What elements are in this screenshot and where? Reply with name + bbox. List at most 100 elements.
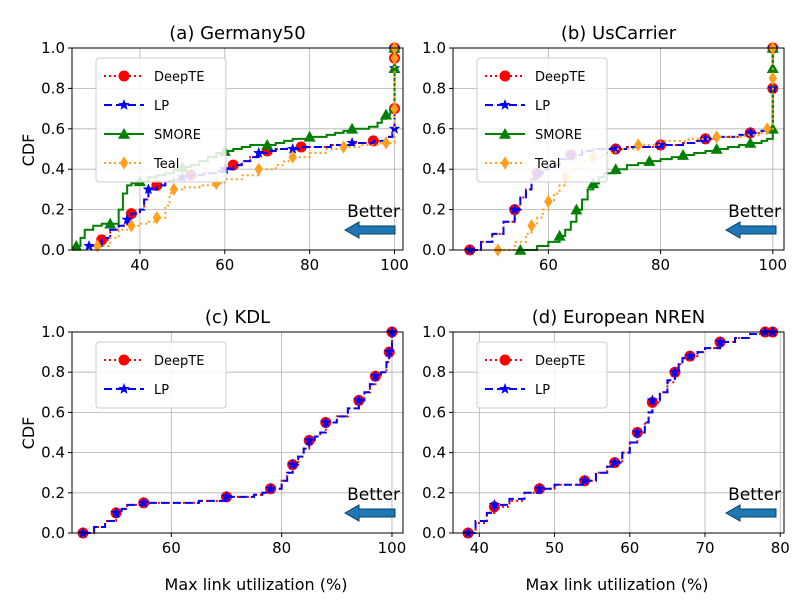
legend-box: [476, 57, 608, 183]
legend-marker-teal: [119, 156, 129, 170]
y-tick-label: 0.2: [41, 484, 65, 502]
x-tick-label: 40: [470, 539, 489, 557]
data-point-lp: [320, 416, 332, 428]
data-point-teal: [93, 239, 102, 253]
y-tick-label: 0.4: [41, 160, 65, 178]
axes-frame: [71, 47, 404, 251]
y-axis-label-top: CDF: [19, 134, 38, 167]
data-point-smore: [261, 138, 274, 150]
data-point-lp: [383, 346, 395, 357]
x-tick-label: 50: [545, 539, 564, 557]
series-line-smore: [76, 48, 396, 247]
series-line-lp: [83, 332, 393, 534]
y-tick-label: 0.8: [422, 79, 446, 97]
y-tick-label: 0.8: [422, 363, 446, 381]
data-point-lp: [388, 122, 401, 134]
legend-label-teal: Teal: [153, 157, 179, 172]
data-point-lp: [386, 326, 398, 337]
plot-area: [77, 326, 398, 539]
better-arrow-icon: [724, 221, 777, 239]
legend-box: [476, 341, 608, 409]
x-tick-label: 40: [130, 256, 149, 274]
legend-marker-lp: [118, 99, 130, 110]
data-point-teal: [762, 122, 772, 136]
better-arrow-icon: [343, 221, 396, 239]
legend-marker-lp: [499, 383, 511, 394]
data-point-lp: [767, 326, 779, 337]
data-point-lp: [77, 527, 89, 538]
data-point-smore: [380, 108, 393, 120]
data-point-teal: [390, 102, 399, 116]
legend-marker-deepte: [118, 354, 130, 366]
data-point-smore: [643, 155, 656, 166]
data-point-lp: [138, 496, 150, 508]
data-point-smore: [72, 239, 83, 251]
data-point-lp: [462, 527, 474, 538]
data-point-lp: [609, 456, 621, 468]
data-point-smore: [553, 229, 566, 241]
data-point-smore: [677, 149, 690, 160]
y-tick-label: 0.4: [422, 160, 446, 178]
legend-label-smore: SMORE: [154, 128, 201, 143]
data-point-lp: [744, 126, 756, 138]
legend-box: [95, 341, 227, 409]
x-tick-label: 60: [539, 256, 558, 274]
data-point-lp: [654, 139, 667, 150]
data-point-teal: [390, 51, 399, 65]
data-point-teal: [544, 194, 553, 209]
data-point-lp: [464, 244, 476, 255]
axes-frame: [71, 331, 404, 534]
data-point-lp: [346, 136, 358, 148]
legend-label-teal: Teal: [534, 157, 560, 172]
y-axis-label-bottom: CDF: [19, 417, 38, 450]
legend-label-deepte: DeepTE: [535, 354, 585, 369]
better-arrow-icon: [724, 504, 777, 522]
data-point-smore: [104, 217, 117, 229]
data-point-smore: [303, 130, 316, 142]
axes-frame: [452, 47, 785, 251]
legend-label-lp: LP: [535, 383, 550, 398]
x-tick-label: 60: [620, 539, 639, 557]
chart-panel-3: (c) KDL 60 80 100 0.0 0.2 0.4 0.6 0.8 1.0 DeepTE LP…: [41, 307, 406, 557]
chart-title: (b) UsCarrier: [561, 23, 677, 44]
y-tick-label: 0.6: [422, 120, 446, 138]
better-annotation: Better: [347, 202, 400, 222]
x-tick-label: 80: [300, 256, 319, 274]
y-tick-label: 0.2: [422, 201, 446, 219]
y-tick-label: 0.6: [41, 120, 65, 138]
data-point-smore: [587, 177, 600, 189]
x-tick-label: 100: [758, 256, 787, 274]
legend-label-deepte: DeepTE: [535, 70, 585, 85]
legend-marker-teal: [500, 156, 510, 170]
data-point-deepte: [151, 179, 163, 191]
data-point-lp: [110, 506, 122, 518]
legend-marker-smore: [499, 128, 511, 139]
y-tick-label: 0.8: [41, 79, 65, 97]
data-point-smore: [744, 136, 757, 148]
data-point-smore: [710, 143, 723, 154]
y-tick-label: 0.4: [41, 444, 65, 462]
data-point-lp: [646, 394, 659, 406]
data-point-teal: [169, 182, 179, 196]
legend-label-smore: SMORE: [535, 128, 582, 143]
x-tick-label: 100: [378, 539, 407, 557]
x-axis-label-left: Max link utilization (%): [165, 575, 348, 594]
data-point-teal: [381, 136, 391, 150]
data-point-smore: [609, 163, 622, 174]
axes-frame: [452, 331, 785, 534]
legend-label-deepte: DeepTE: [154, 70, 204, 85]
data-point-lp: [303, 434, 315, 446]
x-tick-label: 70: [695, 539, 714, 557]
chart-panel-1: (a) Germany50 40 60 80 100 0.0 0.2 0.4 0.6 0.8 1.0…: [41, 23, 409, 274]
chart-panel-4: (d) European NREN 40 50 60 70 80 0.0 0.2 0.4 0.6 0…: [422, 307, 790, 557]
data-point-lp: [759, 326, 771, 337]
chart-panel-2: (b) UsCarrier 60 80 100 0.0 0.2 0.4 0.6 0.8 1.0 De…: [422, 23, 787, 274]
x-tick-label: 80: [272, 539, 291, 557]
x-tick-label: 60: [162, 539, 181, 557]
legend-label-deepte: DeepTE: [154, 354, 204, 369]
data-point-teal: [152, 211, 162, 225]
chart-title: (d) European NREN: [532, 307, 705, 328]
y-tick-label: 0.0: [422, 241, 446, 259]
data-point-lp: [220, 490, 233, 502]
